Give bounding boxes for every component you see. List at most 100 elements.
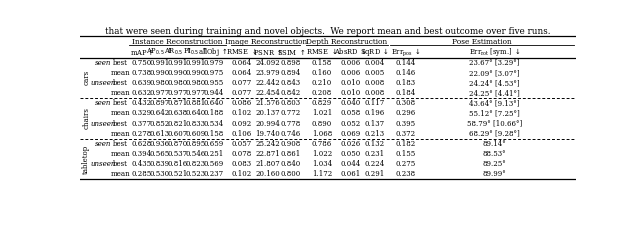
Text: 22.454: 22.454	[255, 89, 280, 97]
Text: 0.955: 0.955	[203, 79, 223, 87]
Text: 0.182: 0.182	[396, 140, 415, 148]
Text: 0.609: 0.609	[186, 130, 205, 138]
Text: 0.936: 0.936	[150, 140, 170, 148]
Text: AP$_{0.5}$ $\uparrow$: AP$_{0.5}$ $\uparrow$	[147, 46, 173, 57]
Text: 0.285: 0.285	[132, 170, 152, 178]
Text: 0.158: 0.158	[203, 130, 223, 138]
Text: FI$_{0.5}$ $\uparrow$: FI$_{0.5}$ $\uparrow$	[183, 46, 208, 57]
Text: 0.977: 0.977	[168, 89, 188, 97]
Text: 0.102: 0.102	[232, 170, 252, 178]
Text: 1.172: 1.172	[312, 170, 332, 178]
Text: 0.738: 0.738	[132, 69, 152, 77]
Text: 0.008: 0.008	[364, 79, 385, 87]
Text: 0.640: 0.640	[203, 99, 223, 107]
Text: 0.852: 0.852	[150, 120, 170, 128]
Text: 0.137: 0.137	[364, 120, 385, 128]
Text: 0.990: 0.990	[168, 69, 188, 77]
Text: 0.210: 0.210	[312, 79, 332, 87]
Text: best: best	[113, 120, 128, 128]
Text: RMSE $\downarrow$: RMSE $\downarrow$	[227, 47, 258, 57]
Text: 0.843: 0.843	[281, 79, 301, 87]
Text: 22.442: 22.442	[255, 79, 280, 87]
Text: 20.160: 20.160	[255, 170, 280, 178]
Text: Instance Reconstruction: Instance Reconstruction	[132, 38, 223, 46]
Text: 0.895: 0.895	[186, 140, 205, 148]
Text: 0.829: 0.829	[312, 99, 332, 107]
Text: 0.188: 0.188	[203, 109, 223, 118]
Text: 0.990: 0.990	[150, 69, 170, 77]
Text: 0.435: 0.435	[132, 160, 152, 168]
Text: 0.990: 0.990	[186, 69, 205, 77]
Text: 0.840: 0.840	[281, 160, 301, 168]
Text: 0.977: 0.977	[186, 89, 205, 97]
Text: 0.746: 0.746	[281, 130, 301, 138]
Text: 0.638: 0.638	[168, 109, 188, 118]
Text: 0.052: 0.052	[340, 120, 360, 128]
Text: 0.944: 0.944	[203, 89, 223, 97]
Text: 0.010: 0.010	[340, 89, 360, 97]
Text: 0.372: 0.372	[396, 130, 415, 138]
Text: 0.628: 0.628	[132, 140, 152, 148]
Text: 0.659: 0.659	[203, 140, 223, 148]
Text: 0.183: 0.183	[396, 79, 415, 87]
Text: 24.092: 24.092	[255, 59, 280, 67]
Text: 21.576: 21.576	[255, 99, 280, 107]
Text: 22.09° [3.07°]: 22.09° [3.07°]	[469, 69, 520, 77]
Text: 0.308: 0.308	[396, 99, 415, 107]
Text: 0.980: 0.980	[150, 79, 170, 87]
Text: 0.977: 0.977	[150, 89, 170, 97]
Text: 0.278: 0.278	[132, 130, 152, 138]
Text: Depth Reconstruction: Depth Reconstruction	[306, 38, 387, 46]
Text: chairs: chairs	[82, 108, 90, 129]
Text: 0.117: 0.117	[364, 99, 385, 107]
Text: 0.565: 0.565	[150, 150, 170, 158]
Text: 0.155: 0.155	[396, 150, 415, 158]
Text: 0.816: 0.816	[168, 160, 188, 168]
Text: 24.25° [4.41°]: 24.25° [4.41°]	[469, 89, 520, 97]
Text: 0.861: 0.861	[281, 150, 301, 158]
Text: 0.006: 0.006	[340, 59, 360, 67]
Text: 0.078: 0.078	[232, 150, 252, 158]
Text: 89.25°: 89.25°	[483, 160, 506, 168]
Text: 0.251: 0.251	[203, 150, 223, 158]
Text: 89.14°: 89.14°	[483, 140, 506, 148]
Text: 0.908: 0.908	[281, 140, 301, 148]
Text: 0.008: 0.008	[364, 89, 385, 97]
Text: 20.994: 20.994	[255, 120, 280, 128]
Text: 0.523: 0.523	[186, 170, 205, 178]
Text: mAP$\uparrow$: mAP$\uparrow$	[131, 47, 154, 57]
Text: 0.224: 0.224	[364, 160, 385, 168]
Text: 0.291: 0.291	[364, 170, 385, 178]
Text: 0.980: 0.980	[168, 79, 188, 87]
Text: 0.058: 0.058	[340, 109, 360, 118]
Text: 0.546: 0.546	[186, 150, 205, 158]
Text: Pose Estimation: Pose Estimation	[452, 38, 512, 46]
Text: 0.839: 0.839	[150, 160, 170, 168]
Text: 0.890: 0.890	[312, 120, 332, 128]
Text: 0.842: 0.842	[281, 89, 301, 97]
Text: AbsRD $\downarrow$: AbsRD $\downarrow$	[334, 47, 367, 57]
Text: 0.632: 0.632	[132, 89, 152, 97]
Text: 0.086: 0.086	[232, 99, 252, 107]
Text: 0.231: 0.231	[364, 150, 385, 158]
Text: mean: mean	[111, 170, 130, 178]
Text: 21.807: 21.807	[255, 160, 280, 168]
Text: 55.12° [7.25°]: 55.12° [7.25°]	[469, 109, 520, 118]
Text: 0.057: 0.057	[232, 140, 252, 148]
Text: 0.144: 0.144	[396, 59, 415, 67]
Text: 0.870: 0.870	[168, 140, 188, 148]
Text: 0.158: 0.158	[312, 59, 332, 67]
Text: 0.803: 0.803	[281, 99, 301, 107]
Text: 0.102: 0.102	[232, 109, 252, 118]
Text: mean: mean	[111, 109, 130, 118]
Text: 0.077: 0.077	[232, 89, 252, 97]
Text: mean: mean	[111, 130, 130, 138]
Text: RMSE $\downarrow$: RMSE $\downarrow$	[306, 47, 337, 57]
Text: 0.044: 0.044	[340, 160, 360, 168]
Text: 0.050: 0.050	[340, 150, 360, 158]
Text: seen: seen	[95, 140, 111, 148]
Text: 0.395: 0.395	[396, 120, 415, 128]
Text: 1.068: 1.068	[312, 130, 332, 138]
Text: that were seen during training and novel objects.  We report mean and best outco: that were seen during training and novel…	[105, 27, 551, 36]
Text: 0.213: 0.213	[364, 130, 385, 138]
